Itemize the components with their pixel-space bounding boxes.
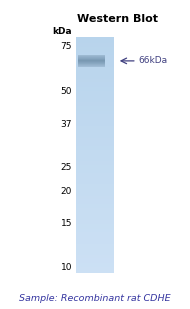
- Text: 15: 15: [61, 219, 72, 228]
- Text: 10: 10: [61, 263, 72, 272]
- Text: 25: 25: [61, 163, 72, 172]
- Text: 66kDa: 66kDa: [139, 56, 168, 66]
- Text: 20: 20: [61, 187, 72, 196]
- Text: Sample: Recombinant rat CDHE: Sample: Recombinant rat CDHE: [19, 294, 171, 303]
- Text: Western Blot: Western Blot: [77, 14, 158, 24]
- Text: 37: 37: [61, 120, 72, 129]
- Text: kDa: kDa: [53, 27, 72, 36]
- Text: 50: 50: [61, 87, 72, 96]
- Text: 75: 75: [61, 42, 72, 51]
